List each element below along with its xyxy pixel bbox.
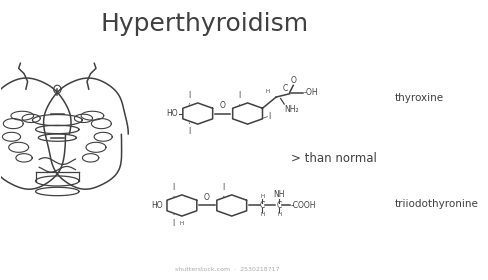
- Text: H: H: [260, 212, 264, 217]
- Text: I: I: [222, 183, 224, 192]
- Text: NH₂: NH₂: [284, 105, 298, 114]
- Text: I: I: [237, 91, 240, 100]
- Text: > than normal: > than normal: [290, 151, 376, 165]
- Text: triiodothyronine: triiodothyronine: [394, 199, 478, 209]
- Text: C: C: [282, 84, 287, 93]
- Text: thyroxine: thyroxine: [394, 93, 443, 103]
- Text: HO: HO: [166, 109, 178, 118]
- Text: I: I: [268, 112, 270, 121]
- Text: O: O: [203, 193, 209, 202]
- Text: I: I: [187, 91, 190, 100]
- Text: I: I: [172, 183, 174, 192]
- Text: -COOH: -COOH: [290, 201, 316, 210]
- Text: I: I: [172, 220, 174, 228]
- Text: NH: NH: [273, 190, 285, 199]
- Text: O: O: [290, 76, 296, 85]
- Text: O: O: [219, 101, 225, 110]
- Text: Hyperthyroidism: Hyperthyroidism: [100, 12, 308, 36]
- Text: H: H: [277, 212, 281, 217]
- Text: -OH: -OH: [303, 88, 317, 97]
- Text: C: C: [276, 201, 282, 210]
- Text: HO: HO: [150, 201, 162, 210]
- Text: shutterstock.com  ·  2530218717: shutterstock.com · 2530218717: [175, 267, 279, 272]
- Text: H: H: [180, 221, 183, 226]
- Text: C: C: [259, 201, 264, 210]
- Text: H: H: [265, 89, 269, 94]
- Text: I: I: [187, 127, 190, 136]
- Text: H: H: [260, 194, 264, 199]
